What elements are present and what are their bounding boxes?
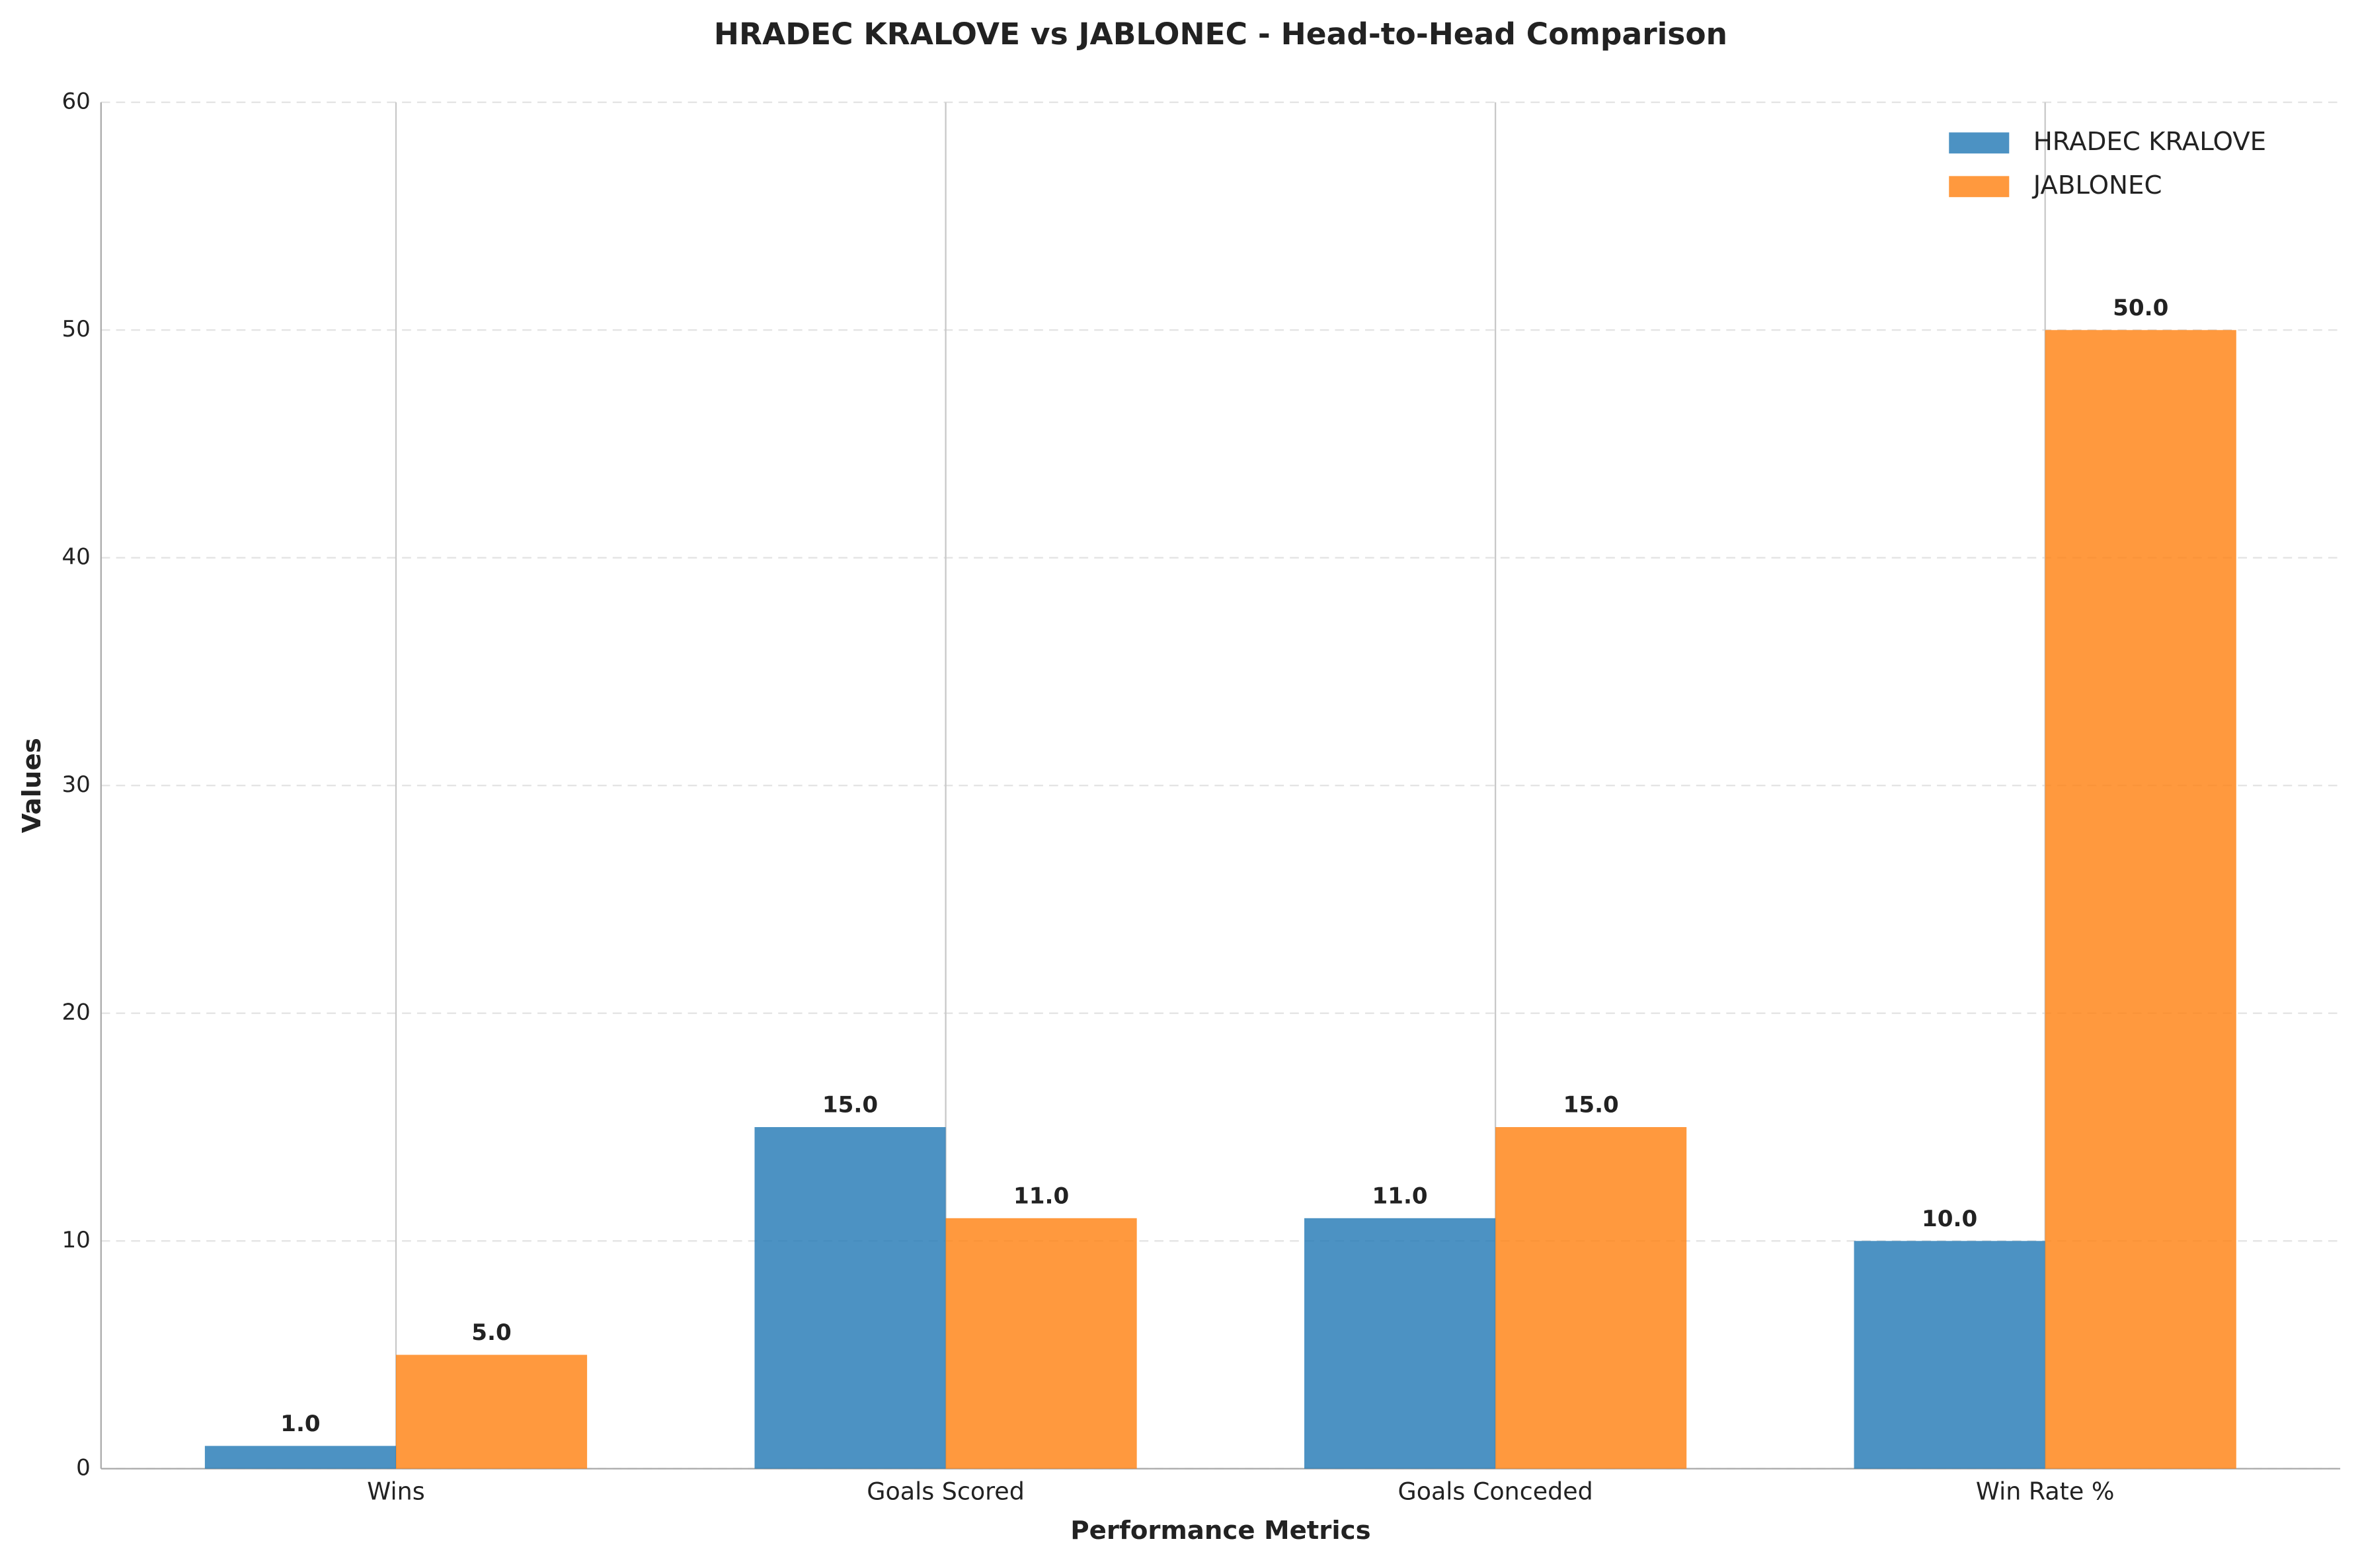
legend-swatch	[1949, 176, 2010, 198]
value-label: 11.0	[1013, 1183, 1069, 1209]
x-tick-label: Win Rate %	[1976, 1477, 2115, 1506]
bar	[1854, 1241, 2045, 1469]
value-label: 15.0	[822, 1092, 878, 1118]
bar	[945, 1218, 1137, 1469]
y-axis-label: Values	[17, 738, 47, 833]
y-tick-label: 50	[61, 316, 90, 342]
legend-label: JABLONEC	[2032, 171, 2162, 200]
bar	[2045, 330, 2236, 1469]
y-tick-label: 20	[61, 999, 90, 1025]
bar	[1304, 1218, 1496, 1469]
y-tick-label: 0	[76, 1454, 91, 1481]
y-tick-label: 10	[61, 1227, 90, 1253]
value-label: 10.0	[1922, 1206, 1977, 1232]
y-tick-label: 60	[61, 88, 90, 114]
x-tick-label: Goals Scored	[867, 1477, 1025, 1506]
bar	[754, 1127, 946, 1469]
chart-title: HRADEC KRALOVE vs JABLONEC - Head-to-Hea…	[714, 17, 1727, 52]
legend-swatch	[1949, 132, 2010, 154]
bar	[1495, 1127, 1687, 1469]
bar	[204, 1446, 396, 1469]
value-label: 15.0	[1563, 1092, 1619, 1118]
y-tick-label: 40	[61, 543, 90, 570]
bar	[396, 1354, 588, 1469]
value-label: 5.0	[471, 1319, 511, 1346]
legend-label: HRADEC KRALOVE	[2033, 127, 2266, 157]
x-tick-label: Goals Conceded	[1398, 1477, 1593, 1506]
x-axis-label: Performance Metrics	[1070, 1516, 1370, 1546]
x-tick-label: Wins	[367, 1477, 424, 1506]
value-label: 1.0	[280, 1411, 320, 1437]
y-tick-label: 30	[61, 771, 90, 798]
value-label: 50.0	[2113, 295, 2168, 321]
value-label: 11.0	[1372, 1183, 1427, 1209]
